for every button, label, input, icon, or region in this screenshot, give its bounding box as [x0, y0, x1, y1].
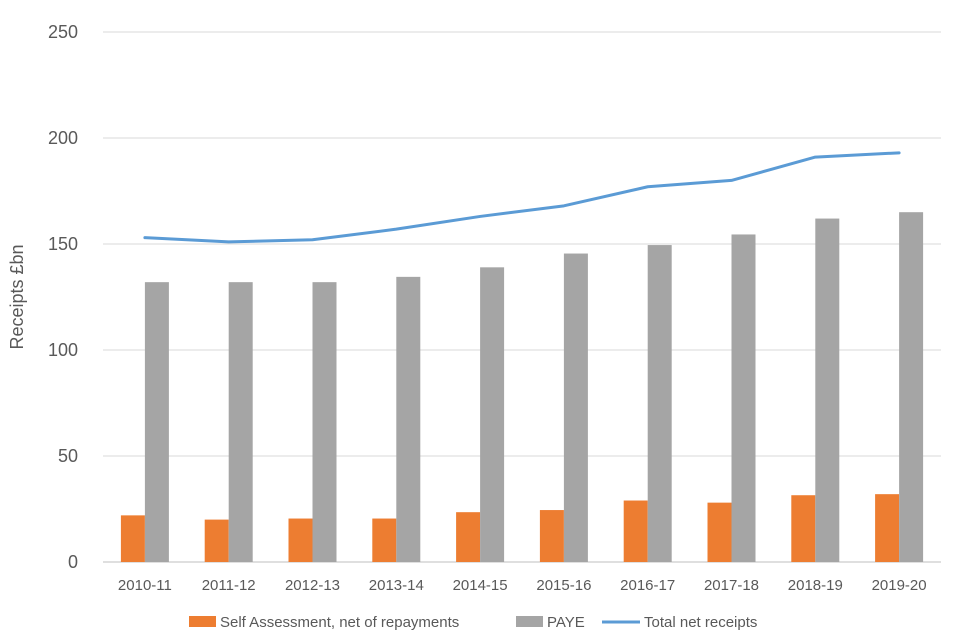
bar-paye-2015-16 [563, 253, 588, 563]
bar-paye-2011-12 [228, 282, 253, 562]
bar-paye-2010-11 [144, 282, 169, 562]
total-line-group [143, 151, 901, 244]
y-axis-title: Receipts £bn [7, 244, 27, 349]
bar-self-assessment-2018-19 [791, 495, 816, 562]
x-tick-label: 2019-20 [872, 577, 927, 594]
bar-paye-2019-20 [899, 212, 924, 562]
x-tick-label: 2018-19 [788, 577, 843, 594]
bar-self-assessment-2013-14 [372, 518, 397, 562]
bar-paye-2018-19 [815, 218, 840, 562]
bar-self-assessment-2017-18 [707, 502, 732, 562]
x-tick-label: 2012-13 [285, 577, 340, 594]
y-tick-label: 0 [68, 552, 78, 572]
bar-self-assessment-2014-15 [456, 512, 481, 562]
x-tick-label: 2011-12 [202, 577, 256, 594]
bar-paye-2014-15 [480, 267, 505, 562]
y-tick-label: 50 [58, 446, 78, 466]
y-axis: 0 50 100 150 200 250 [48, 22, 78, 572]
y-tick-label: 150 [48, 234, 78, 254]
bar-self-assessment-2019-20 [875, 494, 900, 562]
total-net-receipts-line [143, 151, 901, 244]
bar-self-assessment-2010-11 [120, 515, 145, 562]
x-tick-label: 2015-16 [536, 577, 591, 594]
legend-label: PAYE [547, 614, 585, 631]
x-tick-label: 2010-11 [118, 577, 172, 594]
x-tick-label: 2017-18 [704, 577, 759, 594]
y-tick-label: 250 [48, 22, 78, 42]
y-tick-label: 100 [48, 340, 78, 360]
legend: Self Assessment, net of repayments PAYE To… [189, 614, 757, 631]
y-tick-label: 200 [48, 128, 78, 148]
legend-label: Self Assessment, net of repayments [220, 614, 459, 631]
legend-label: Total net receipts [644, 614, 757, 631]
bar-self-assessment-2015-16 [539, 510, 564, 562]
bar-paye-2012-13 [312, 282, 337, 562]
bar-self-assessment-2011-12 [204, 519, 229, 562]
bar-self-assessment-2012-13 [288, 518, 313, 562]
x-tick-label: 2013-14 [369, 577, 424, 594]
bar-paye-2017-18 [731, 234, 756, 562]
bars [120, 212, 924, 563]
x-tick-label: 2016-17 [620, 577, 675, 594]
bar-paye-2016-17 [647, 245, 672, 562]
legend-swatch [516, 616, 543, 627]
legend-swatch [189, 616, 216, 627]
x-axis: 2010-11 2011-12 2012-13 2013-14 2014-15 2015-… [118, 577, 927, 594]
bar-paye-2013-14 [396, 276, 421, 562]
x-tick-label: 2014-15 [453, 577, 508, 594]
bar-self-assessment-2016-17 [623, 500, 648, 562]
